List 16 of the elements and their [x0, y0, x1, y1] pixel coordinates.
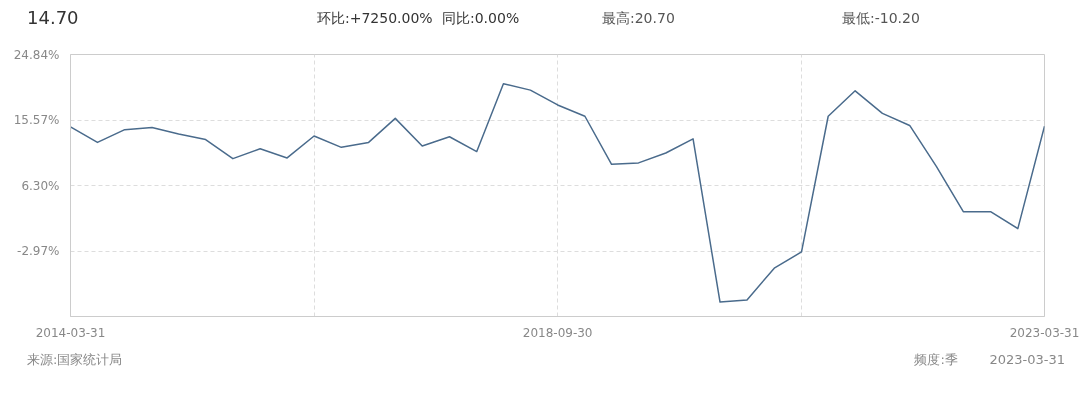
text: 14.70	[27, 7, 79, 28]
text: 2023-03-31	[989, 352, 1065, 367]
source-note: 来源:国家统计局	[27, 352, 123, 367]
text: 同比:0.00%	[442, 9, 520, 26]
text: 最低:-10.20	[842, 9, 920, 26]
y-tick-label: 6.30%	[21, 178, 60, 193]
line-series	[70, 83, 1045, 303]
y-tick-label: 15.57%	[13, 113, 60, 127]
x-tick-label: 2018-09-30	[522, 325, 593, 340]
text: 频度:季	[914, 352, 958, 367]
y-tick-label: -2.97%	[17, 244, 60, 258]
x-tick-label: 2014-03-31	[35, 325, 106, 340]
text: 环比:+7250.00%	[317, 9, 433, 26]
x-tick-label: 2023-03-31	[1009, 325, 1080, 340]
y-tick-label: 24.84%	[13, 47, 60, 62]
text: 最高:20.70	[602, 9, 675, 26]
